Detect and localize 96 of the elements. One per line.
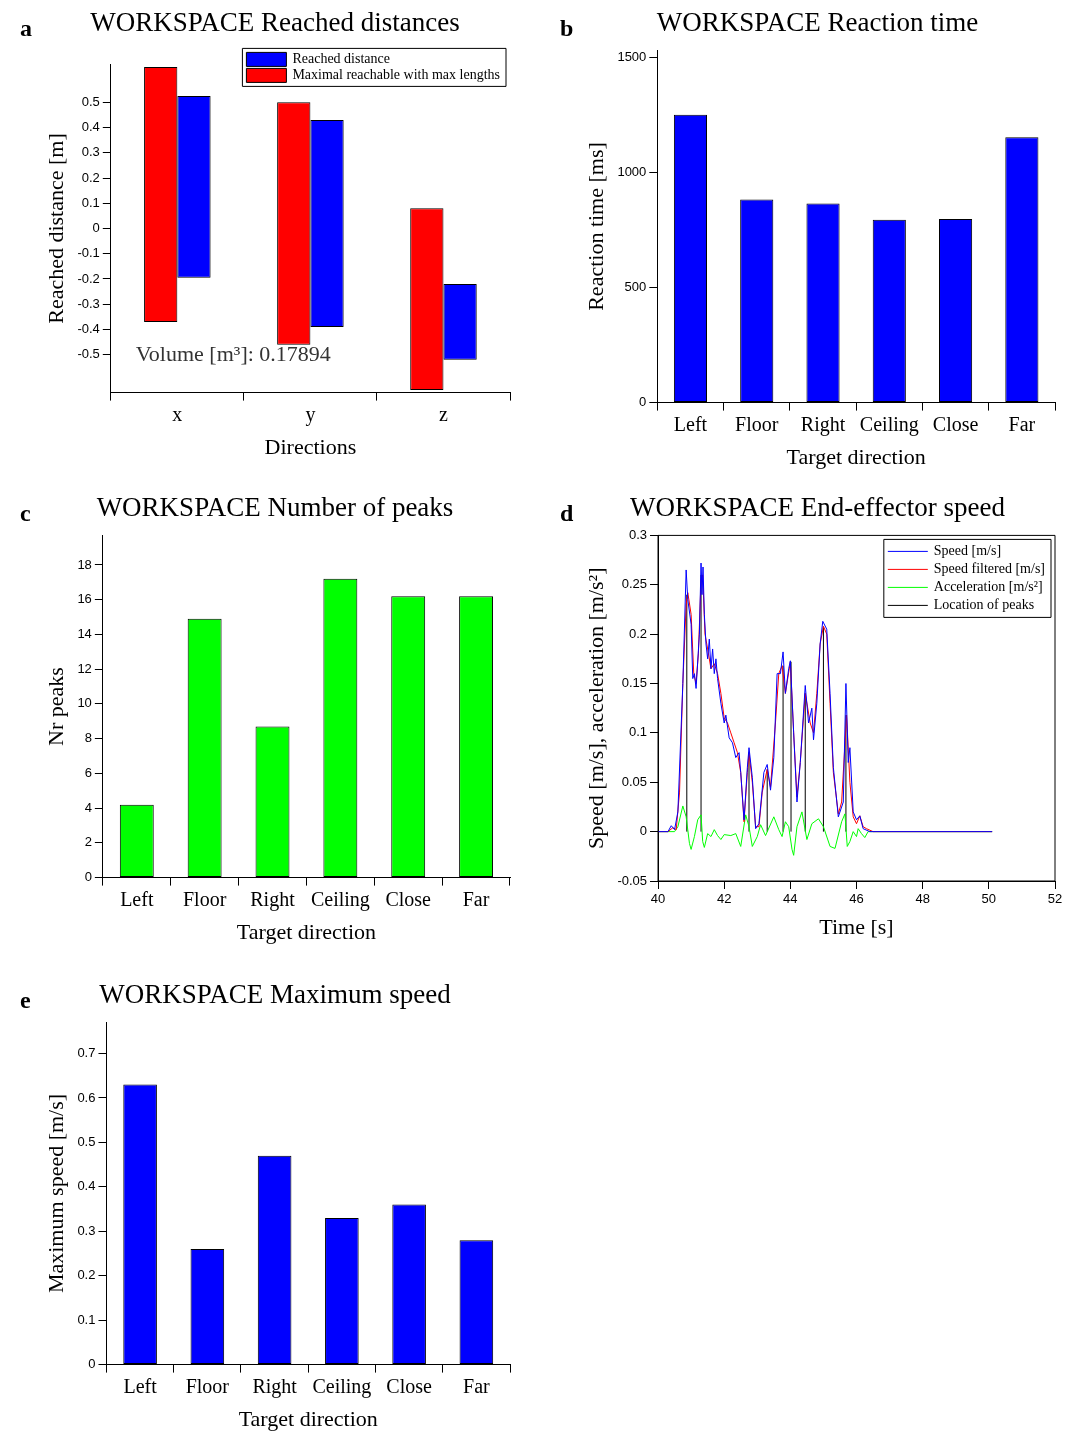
text: a <box>20 15 32 42</box>
y-tick-label: 0 <box>639 823 648 839</box>
x-tick-label: Left <box>673 412 708 435</box>
x-axis-title: Target direction <box>238 1405 378 1431</box>
y-tick-label: -0.1 <box>77 245 100 261</box>
x-tick-label: 44 <box>783 891 798 907</box>
chart-title: WORKSPACE Reached distances <box>90 7 460 38</box>
legend-label: Maximal reachable with max lengths <box>292 67 501 83</box>
y-tick-label: 6 <box>84 764 92 780</box>
x-axis-title: Target direction <box>236 918 377 944</box>
legend-label: Speed [m/s] <box>933 543 1002 559</box>
legend-label: Speed filtered [m/s] <box>933 561 1045 577</box>
y-tick-label: 0 <box>84 869 92 885</box>
x-tick-label: Far <box>462 887 490 910</box>
x-tick-label: z <box>439 402 449 425</box>
y-tick-label: 0.1 <box>628 724 648 740</box>
x-tick-label: y <box>305 402 316 426</box>
y-axis-title: Reaction time [ms] <box>582 142 608 311</box>
text: b <box>560 15 574 42</box>
y-tick-label: 0.3 <box>81 144 100 160</box>
x-tick-label: Far <box>1008 412 1036 435</box>
y-tick-label: 0.7 <box>77 1045 96 1061</box>
y-tick-label: -0.4 <box>77 321 100 337</box>
x-tick-label: 42 <box>716 891 732 907</box>
chart-title: WORKSPACE End-effector speed <box>630 492 1006 523</box>
y-tick-label: 0.5 <box>77 1133 96 1149</box>
y-tick-label: 0.4 <box>81 119 100 135</box>
x-axis-title: Time [s] <box>819 913 894 939</box>
x-tick-label: Floor <box>182 887 227 910</box>
x-tick-label: 46 <box>849 891 864 907</box>
y-tick-label: 0.1 <box>77 1311 96 1327</box>
x-tick-label: Left <box>120 887 154 910</box>
y-tick-label: 0.5 <box>81 93 100 109</box>
y-tick-label: 18 <box>77 556 92 572</box>
y-tick-label: 500 <box>624 279 647 295</box>
x-tick-label: Right <box>252 1374 298 1398</box>
x-tick-label: Floor <box>735 412 779 435</box>
y-tick-label: -0.5 <box>77 346 100 362</box>
y-tick-label: -0.05 <box>617 872 648 888</box>
y-tick-label: 0.25 <box>621 576 648 592</box>
y-tick-label: 10 <box>77 695 92 711</box>
x-tick-label: Ceiling <box>859 412 919 436</box>
y-tick-label: 0.1 <box>81 194 100 210</box>
y-tick-label: -0.3 <box>77 295 100 311</box>
x-tick-label: Close <box>932 412 979 435</box>
x-tick-label: 48 <box>915 891 930 907</box>
text: c <box>20 500 31 527</box>
x-tick-label: Close <box>385 887 432 910</box>
y-axis-title: Nr peaks <box>42 667 68 746</box>
chart-title: WORKSPACE Reaction time <box>656 7 979 38</box>
text: d <box>560 500 574 527</box>
y-tick-label: 0 <box>88 1356 96 1372</box>
y-tick-label: 1500 <box>617 48 647 64</box>
text: e <box>20 987 31 1014</box>
y-tick-label: 0 <box>639 394 647 410</box>
chart-title: WORKSPACE Number of peaks <box>96 492 454 523</box>
chart-title: WORKSPACE Maximum speed <box>99 979 452 1010</box>
y-tick-label: 0.05 <box>621 773 648 789</box>
x-tick-label: 50 <box>981 891 997 907</box>
y-axis-title: Maximum speed [m/s] <box>42 1093 68 1294</box>
y-tick-label: 0.6 <box>77 1089 96 1105</box>
y-tick-label: 0.3 <box>77 1222 96 1238</box>
legend-label: Reached distance <box>292 51 390 67</box>
x-axis-title: Target direction <box>786 443 926 469</box>
y-tick-label: 2 <box>84 834 92 850</box>
x-tick-label: 52 <box>1047 891 1063 907</box>
y-tick-label: 0.4 <box>77 1178 96 1194</box>
y-tick-label: 8 <box>84 730 92 746</box>
x-tick-label: Ceiling <box>310 887 370 911</box>
x-tick-label: Floor <box>185 1374 230 1397</box>
y-axis-title: Reached distance [m] <box>42 133 68 324</box>
legend-label: Location of peaks <box>933 597 1035 613</box>
y-axis-title: Speed [m/s], acceleration [m/s²] <box>582 567 608 849</box>
x-tick-label: 40 <box>650 891 666 907</box>
y-tick-label: 1000 <box>617 163 647 179</box>
x-tick-label: Far <box>463 1374 491 1397</box>
x-tick-label: Ceiling <box>312 1374 372 1398</box>
y-tick-label: 0.2 <box>81 169 100 185</box>
y-tick-label: 0 <box>92 220 100 236</box>
x-axis-title: Directions <box>264 433 357 459</box>
x-tick-label: Close <box>386 1374 433 1397</box>
x-tick-label: Left <box>123 1374 158 1397</box>
x-tick-label: Right <box>250 887 296 911</box>
y-tick-label: 0.15 <box>621 675 648 691</box>
x-tick-label: Right <box>800 412 846 436</box>
y-tick-label: 12 <box>77 660 92 676</box>
y-tick-label: 16 <box>77 591 92 607</box>
y-tick-label: 0.3 <box>628 526 648 542</box>
annotation: Volume [m³]: 0.17894 <box>135 340 331 366</box>
y-tick-label: 0.2 <box>77 1267 96 1283</box>
legend-label: Acceleration [m/s²] <box>933 579 1043 595</box>
y-tick-label: 4 <box>84 799 92 815</box>
y-tick-label: 14 <box>77 625 92 641</box>
y-tick-label: 0.2 <box>628 625 648 641</box>
x-tick-label: x <box>172 402 183 425</box>
y-tick-label: -0.2 <box>77 270 100 286</box>
